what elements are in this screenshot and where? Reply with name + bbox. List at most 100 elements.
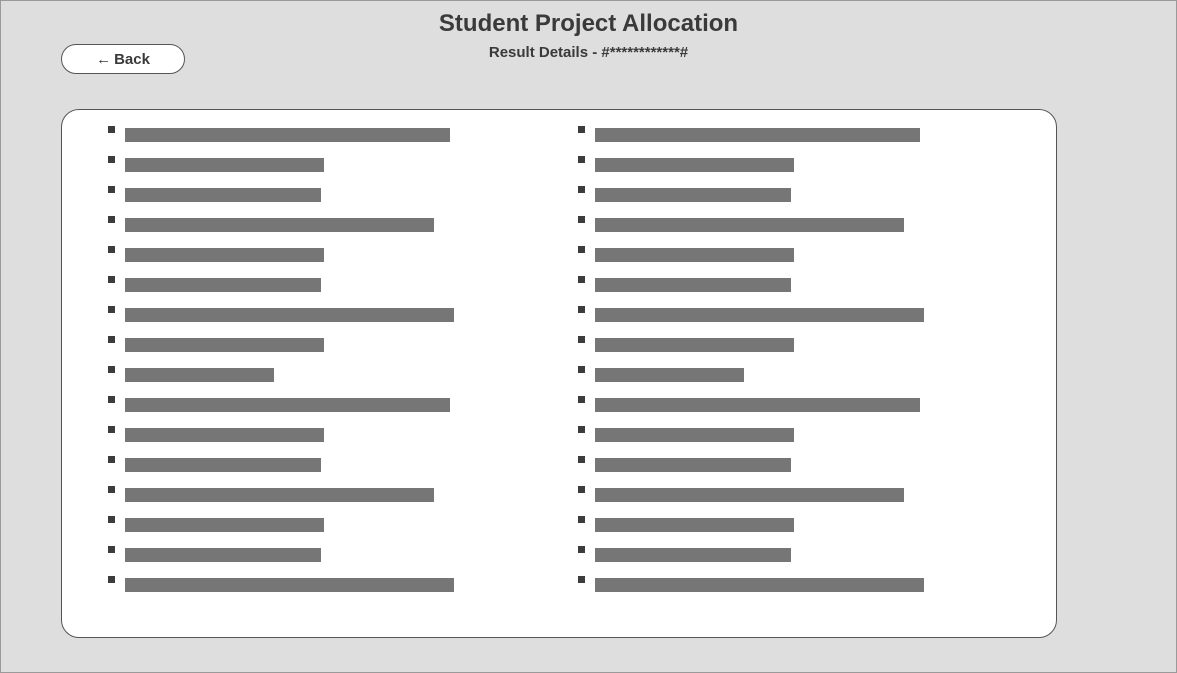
bullet-icon (578, 456, 585, 463)
bullet-icon (108, 516, 115, 523)
list-item (62, 396, 502, 412)
bullet-icon (578, 276, 585, 283)
bullet-icon (108, 216, 115, 223)
bullet-icon (108, 336, 115, 343)
redacted-text-bar (125, 248, 324, 262)
redacted-text-bar (595, 428, 794, 442)
list-item (62, 156, 502, 172)
bullet-icon (578, 426, 585, 433)
redacted-text-bar (125, 578, 454, 592)
back-button-label: Back (114, 50, 150, 68)
redacted-text-bar (125, 548, 321, 562)
bullet-icon (108, 306, 115, 313)
redacted-text-bar (595, 308, 924, 322)
redacted-text-bar (595, 458, 791, 472)
list-item (532, 246, 972, 262)
list-item (62, 366, 502, 382)
redacted-text-bar (595, 188, 791, 202)
bullet-icon (578, 186, 585, 193)
bullet-icon (578, 336, 585, 343)
redacted-text-bar (595, 578, 924, 592)
bullet-icon (578, 366, 585, 373)
list-item (532, 156, 972, 172)
list-item (532, 576, 972, 592)
list-item (62, 126, 502, 142)
bullet-icon (578, 306, 585, 313)
list-item (62, 246, 502, 262)
redacted-text-bar (125, 218, 434, 232)
bullet-icon (108, 426, 115, 433)
redacted-text-bar (125, 158, 324, 172)
list-item (62, 486, 502, 502)
list-item (532, 486, 972, 502)
redacted-text-bar (595, 248, 794, 262)
page-title: Student Project Allocation (438, 10, 739, 37)
list-item (62, 456, 502, 472)
list-item (532, 516, 972, 532)
redacted-text-bar (125, 308, 454, 322)
list-item (532, 366, 972, 382)
list-item (532, 216, 972, 232)
bullet-icon (108, 546, 115, 553)
list-item (532, 456, 972, 472)
redacted-text-bar (595, 398, 920, 412)
back-button[interactable]: ← Back (61, 44, 185, 74)
result-details-subtitle: Result Details - #************# (488, 44, 689, 61)
list-item (62, 516, 502, 532)
redacted-text-bar (595, 548, 791, 562)
bullet-icon (108, 486, 115, 493)
list-item (62, 576, 502, 592)
redacted-text-bar (595, 278, 791, 292)
redacted-text-bar (595, 338, 794, 352)
redacted-text-bar (125, 518, 324, 532)
list-item (62, 306, 502, 322)
bullet-icon (108, 246, 115, 253)
list-item (532, 306, 972, 322)
bullet-icon (578, 246, 585, 253)
bullet-icon (108, 186, 115, 193)
list-item (532, 126, 972, 142)
bullet-icon (578, 546, 585, 553)
bullet-icon (108, 126, 115, 133)
list-item (62, 426, 502, 442)
redacted-text-bar (125, 368, 274, 382)
list-item (62, 186, 502, 202)
bullet-icon (108, 156, 115, 163)
bullet-icon (578, 216, 585, 223)
bullet-icon (108, 366, 115, 373)
bullet-icon (578, 156, 585, 163)
bullet-icon (578, 516, 585, 523)
redacted-text-bar (595, 128, 920, 142)
bullet-icon (108, 276, 115, 283)
redacted-text-bar (125, 488, 434, 502)
arrow-left-icon: ← (96, 50, 112, 68)
bullet-icon (578, 576, 585, 583)
bullet-icon (108, 576, 115, 583)
redacted-text-bar (595, 158, 794, 172)
redacted-text-bar (595, 218, 904, 232)
redacted-text-bar (125, 278, 321, 292)
list-item (532, 396, 972, 412)
list-item (532, 336, 972, 352)
list-item (532, 276, 972, 292)
redacted-text-bar (125, 338, 324, 352)
redacted-text-bar (125, 458, 321, 472)
bullet-icon (578, 126, 585, 133)
list-item (532, 186, 972, 202)
list-item (62, 216, 502, 232)
redacted-text-bar (595, 368, 744, 382)
list-item (62, 276, 502, 292)
redacted-text-bar (125, 428, 324, 442)
list-item (62, 546, 502, 562)
bullet-icon (108, 456, 115, 463)
list-item (532, 426, 972, 442)
list-item (532, 546, 972, 562)
bullet-icon (578, 486, 585, 493)
list-item (62, 336, 502, 352)
redacted-text-bar (125, 398, 450, 412)
results-panel (61, 109, 1057, 638)
redacted-text-bar (595, 488, 904, 502)
redacted-text-bar (595, 518, 794, 532)
bullet-icon (578, 396, 585, 403)
